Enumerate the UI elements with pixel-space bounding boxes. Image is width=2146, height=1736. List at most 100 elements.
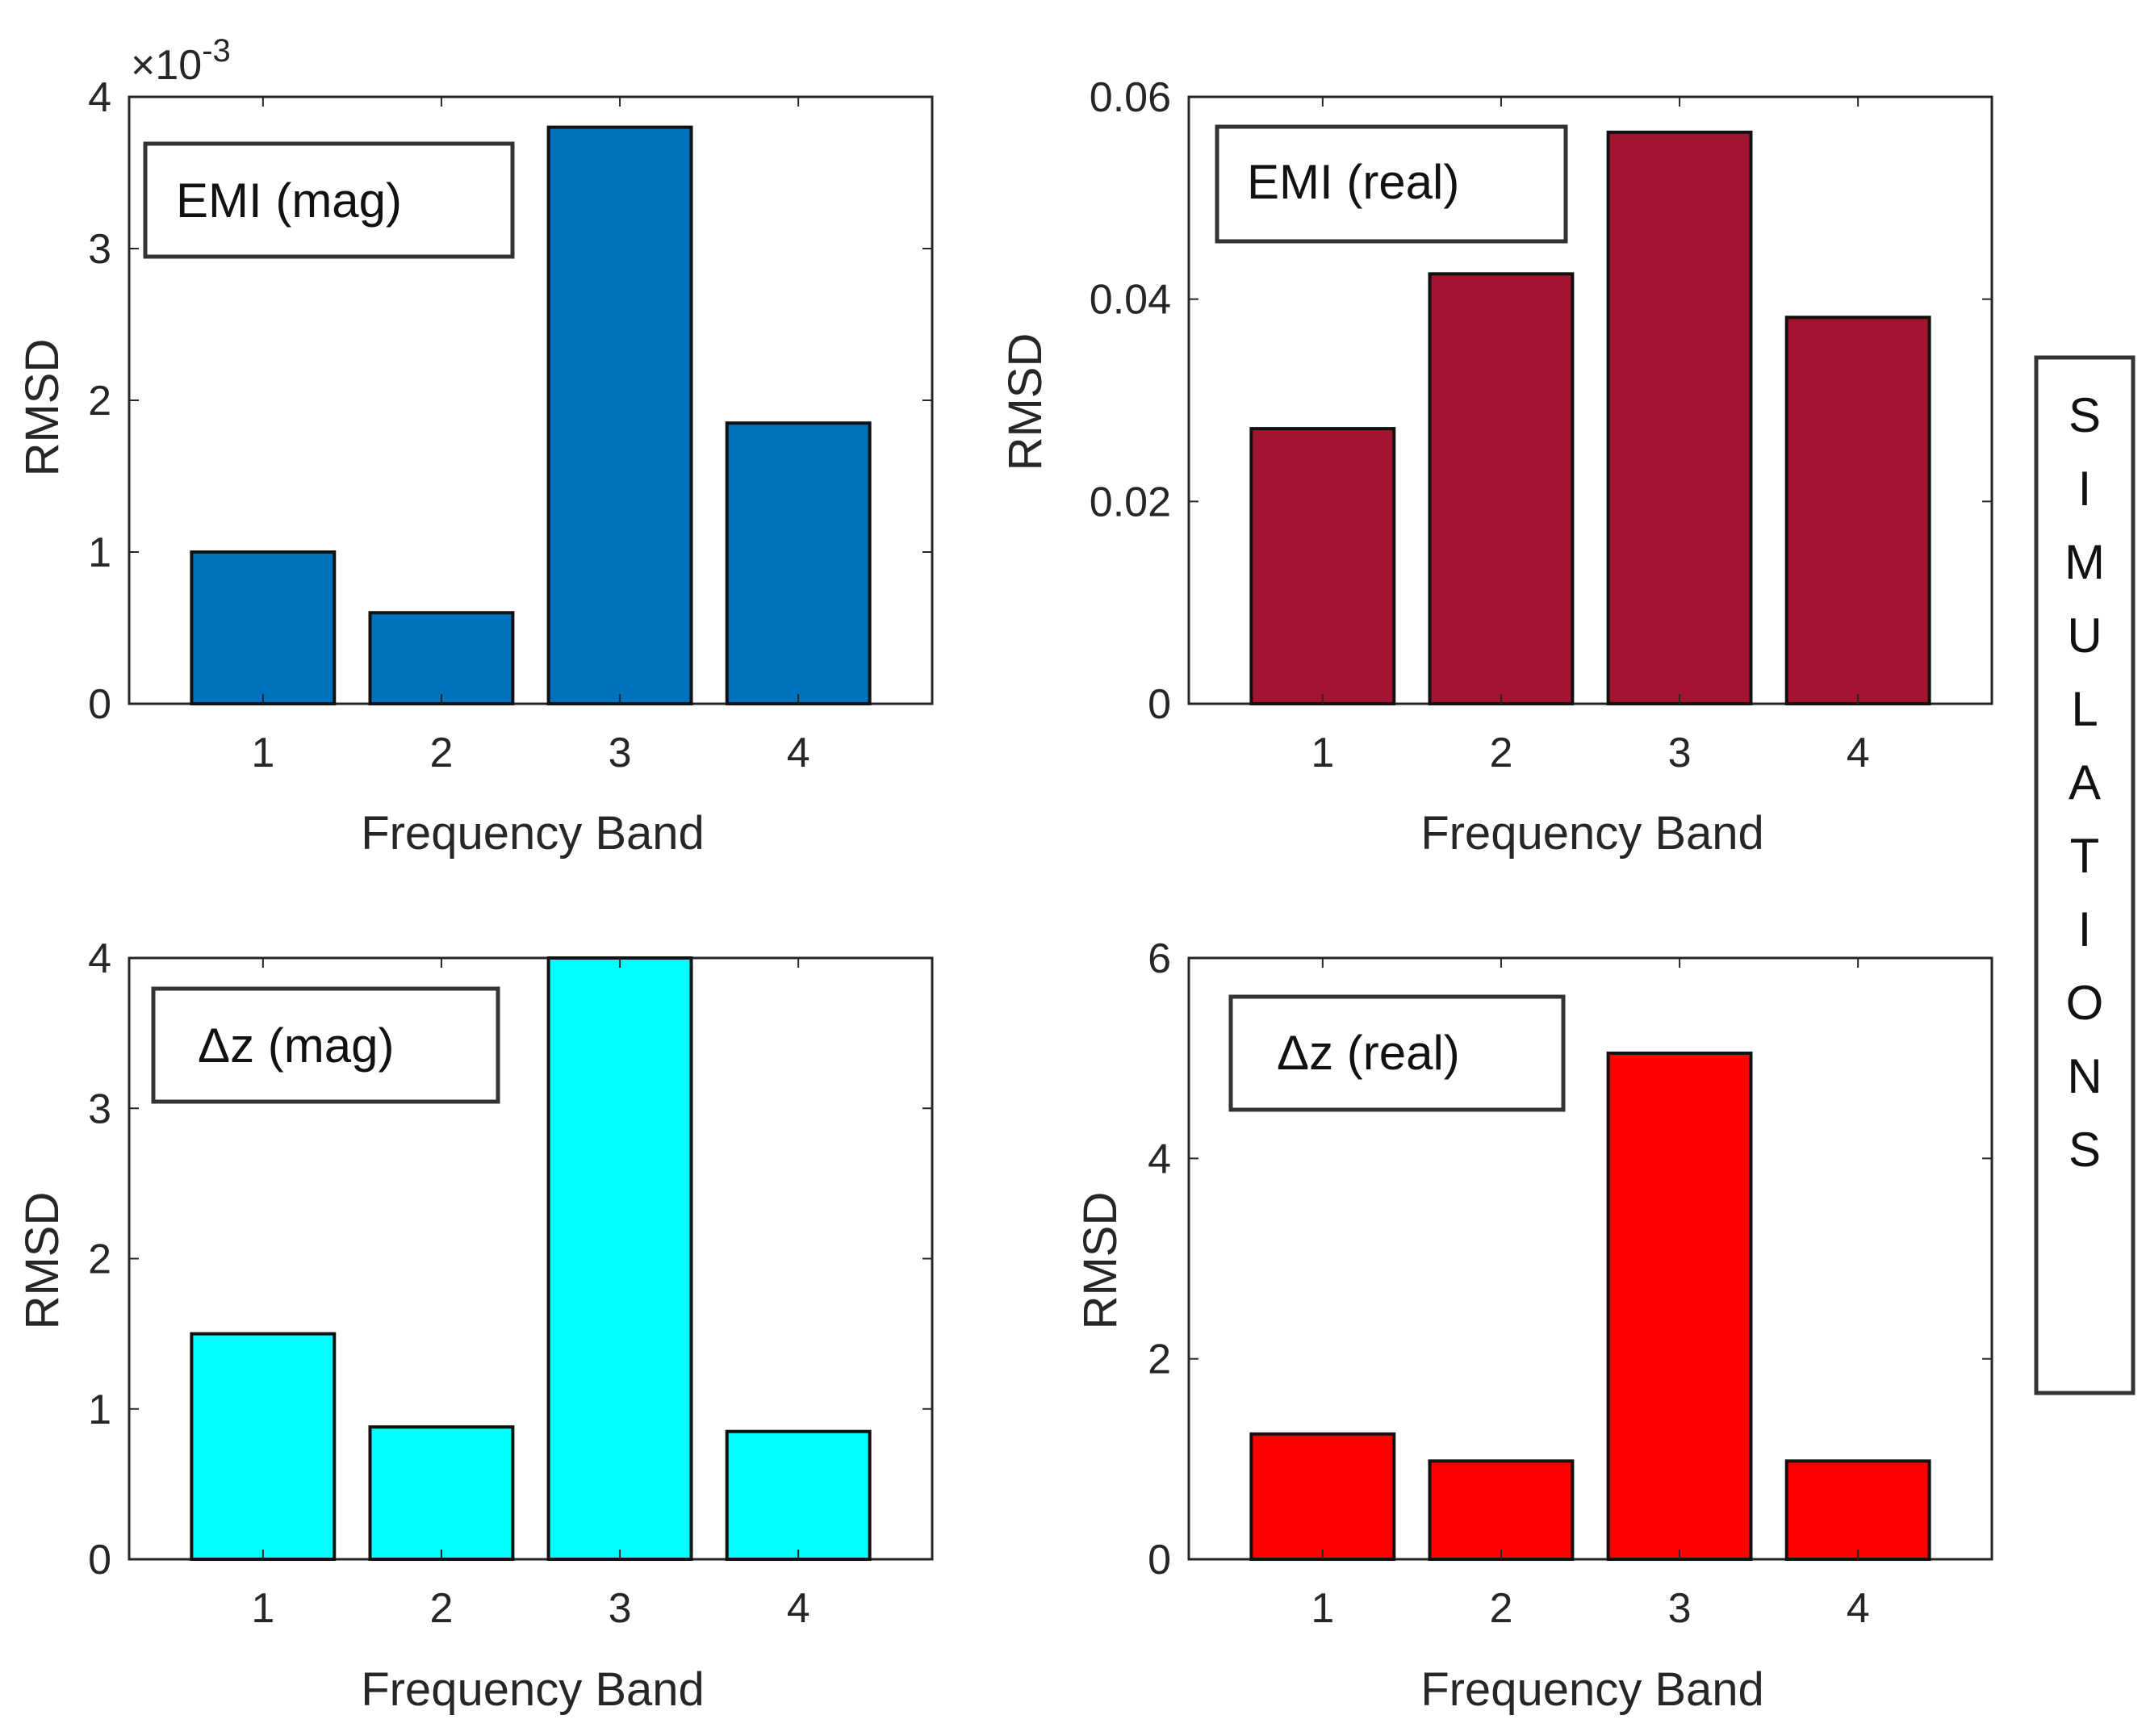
- bar-3: [546, 125, 693, 706]
- legend: EMI (real): [1215, 124, 1568, 244]
- legend-box: [143, 141, 515, 259]
- y-tick-label: 2: [88, 1236, 111, 1283]
- bar-3: [1606, 1051, 1753, 1562]
- x-tick-label: 1: [251, 730, 274, 776]
- side-label-letter: U: [2067, 609, 2102, 663]
- x-tick-label: 2: [429, 730, 453, 776]
- x-tick-label: 2: [1489, 730, 1512, 776]
- bars: [190, 956, 872, 1561]
- side-label-letter: I: [2078, 902, 2092, 956]
- y-tick-label: 4: [88, 935, 111, 982]
- legend-label: Δz (mag): [198, 1019, 394, 1073]
- bars: [1249, 1051, 1931, 1562]
- bar-2: [1428, 1459, 1575, 1561]
- chart-emi-real: 1 2 3 4 0 0.02 0.04 0.06 EMI (real) Frequency B…: [999, 74, 1993, 860]
- y-multiplier: ×10-3: [131, 33, 231, 89]
- bar-4: [725, 1429, 872, 1561]
- y-tick-label: 0.02: [1090, 479, 1171, 525]
- bar-3: [546, 956, 693, 1561]
- x-tick-label: 1: [251, 1585, 274, 1632]
- x-tick-label: 4: [1847, 730, 1870, 776]
- legend-box: [1228, 994, 1566, 1112]
- bar-2: [368, 1425, 515, 1561]
- x-axis-label: Frequency Band: [1420, 1663, 1764, 1716]
- chart-dz-mag: 1 2 3 4 0 1 2 3 4 Δz (mag) Frequency Band RMSD: [16, 935, 934, 1716]
- x-tick-label: 2: [429, 1585, 453, 1632]
- bar-4: [1784, 1459, 1931, 1561]
- y-multiplier-exponent: -3: [202, 33, 231, 69]
- side-label-letter: T: [2070, 829, 2100, 883]
- y-axis-label: RMSD: [16, 339, 69, 477]
- legend-box: [151, 986, 500, 1104]
- legend: Δz (real): [1228, 994, 1566, 1112]
- side-label-letter: S: [2069, 1123, 2101, 1177]
- y-axis-label: RMSD: [1074, 1192, 1127, 1330]
- side-label-letter: L: [2071, 682, 2098, 736]
- side-label-letter: O: [2066, 976, 2104, 1030]
- bar-1: [190, 1332, 337, 1561]
- ticks: 1 2 3 4 0 1 2 3 4: [88, 74, 932, 776]
- bar-1: [1249, 1432, 1396, 1561]
- x-tick-label: 4: [787, 730, 810, 776]
- y-tick-label: 2: [1148, 1337, 1171, 1383]
- bar-3: [1606, 130, 1753, 706]
- y-tick-label: 1: [88, 529, 111, 576]
- x-tick-label: 3: [609, 1585, 632, 1632]
- x-tick-label: 2: [1489, 1585, 1512, 1632]
- ticks: 1 2 3 4 0 0.02 0.04 0.06: [1090, 74, 1992, 776]
- bar-1: [1249, 427, 1396, 705]
- y-tick-label: 2: [88, 378, 111, 425]
- x-axis-label: Frequency Band: [1420, 807, 1764, 860]
- side-label-letter: A: [2069, 755, 2101, 809]
- side-label-box: [2034, 355, 2136, 1395]
- legend-label: Δz (real): [1277, 1026, 1460, 1080]
- side-label-letter: M: [2064, 535, 2105, 589]
- y-tick-label: 1: [88, 1387, 111, 1433]
- legend: EMI (mag): [143, 141, 515, 259]
- bar-2: [368, 611, 515, 706]
- bar-1: [190, 550, 337, 705]
- chart-emi-mag: 1 2 3 4 0 1 2 3 4 ×10-3 EMI (mag) Frequency Band…: [16, 33, 934, 860]
- chart-dz-real: 1 2 3 4 0 2 4 6 Δz (real) Frequency Band RMSD: [1074, 935, 1993, 1716]
- y-axis-label: RMSD: [999, 333, 1052, 471]
- x-tick-label: 4: [787, 1585, 810, 1632]
- x-axis-label: Frequency Band: [361, 1663, 705, 1716]
- side-label-letter: I: [2078, 462, 2092, 516]
- y-tick-label: 4: [1148, 1136, 1171, 1182]
- y-tick-label: 6: [1148, 935, 1171, 982]
- bar-4: [725, 421, 872, 705]
- y-tick-label: 0: [88, 1537, 111, 1583]
- legend-box: [1215, 124, 1568, 244]
- x-tick-label: 3: [609, 730, 632, 776]
- y-tick-label: 3: [88, 1086, 111, 1132]
- ticks: 1 2 3 4 0 1 2 3 4: [88, 935, 932, 1632]
- x-tick-label: 3: [1668, 730, 1692, 776]
- legend-label: EMI (mag): [176, 174, 402, 228]
- y-tick-label: 0: [1148, 1537, 1171, 1583]
- y-tick-label: 4: [88, 74, 111, 121]
- y-multiplier-base: ×10: [131, 42, 202, 89]
- legend-label: EMI (real): [1247, 155, 1459, 209]
- bars: [190, 125, 872, 706]
- bar-4: [1784, 316, 1931, 705]
- x-tick-label: 4: [1847, 1585, 1870, 1632]
- y-axis-label: RMSD: [16, 1192, 69, 1330]
- x-tick-label: 1: [1311, 730, 1334, 776]
- y-tick-label: 0.06: [1090, 74, 1171, 121]
- side-label-letter: S: [2069, 388, 2101, 442]
- y-tick-label: 0.04: [1090, 277, 1171, 324]
- ticks: 1 2 3 4 0 2 4 6: [1148, 935, 1992, 1632]
- legend: Δz (mag): [151, 986, 500, 1104]
- y-tick-label: 3: [88, 226, 111, 273]
- bars: [1249, 130, 1931, 706]
- x-tick-label: 1: [1311, 1585, 1334, 1632]
- x-tick-label: 3: [1668, 1585, 1692, 1632]
- x-axis-label: Frequency Band: [361, 807, 705, 860]
- bar-2: [1428, 272, 1575, 706]
- y-tick-label: 0: [1148, 681, 1171, 728]
- y-tick-label: 0: [88, 681, 111, 728]
- side-label-letter: N: [2067, 1049, 2102, 1103]
